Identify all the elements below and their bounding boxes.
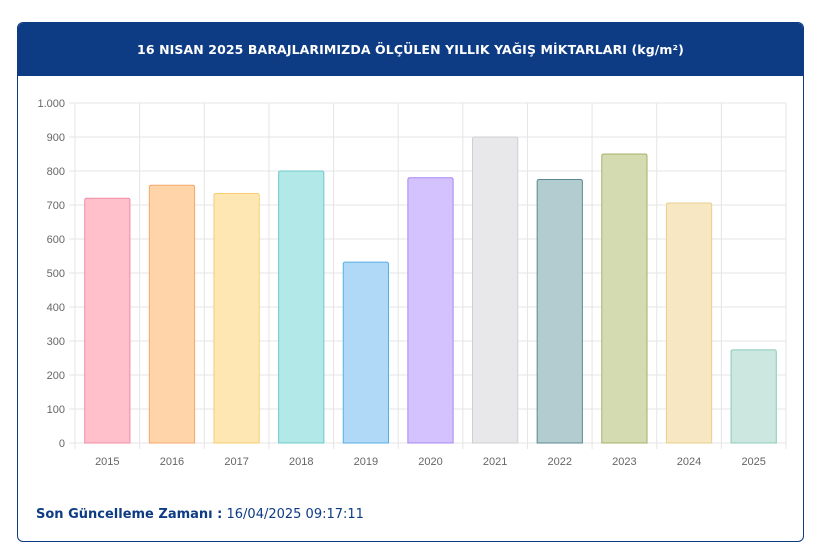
chart-title: 16 NISAN 2025 BARAJLARIMIZDA ÖLÇÜLEN YIL… — [137, 42, 684, 57]
y-tick-label: 200 — [47, 370, 65, 382]
x-tick-label: 2024 — [677, 456, 701, 468]
bar-2021 — [472, 136, 519, 444]
last-update: Son Güncelleme Zamanı : 16/04/2025 09:17… — [36, 507, 364, 522]
chart-card: 16 NISAN 2025 BARAJLARIMIZDA ÖLÇÜLEN YIL… — [17, 22, 804, 542]
y-tick-label: 0 — [59, 438, 65, 450]
bar-2025 — [730, 349, 777, 444]
last-update-label: Son Güncelleme Zamanı : — [36, 507, 223, 522]
x-tick-label: 2020 — [418, 456, 442, 468]
y-tick-label: 900 — [47, 132, 65, 144]
y-tick-label: 300 — [47, 336, 65, 348]
bar-2017 — [213, 192, 260, 444]
bar-2015 — [84, 197, 131, 444]
bar-2020 — [407, 177, 454, 444]
y-tick-label: 700 — [47, 200, 65, 212]
x-tick-label: 2022 — [548, 456, 572, 468]
bar-2016 — [148, 184, 196, 444]
y-tick-label: 1.000 — [37, 98, 65, 110]
x-tick-label: 2023 — [612, 456, 636, 468]
y-tick-label: 400 — [47, 302, 65, 314]
y-tick-label: 600 — [47, 234, 65, 246]
bar-2022 — [536, 179, 583, 444]
bar-chart: 0 100 200 300 400 500 600 700 800 900 1.000 2015 201… — [37, 98, 787, 468]
x-tick-label: 2016 — [160, 456, 184, 468]
x-tick-label: 2021 — [483, 456, 507, 468]
last-update-value: 16/04/2025 09:17:11 — [226, 507, 364, 522]
x-tick-label: 2018 — [289, 456, 313, 468]
x-tick-label: 2017 — [224, 456, 248, 468]
x-tick-label: 2015 — [95, 456, 119, 468]
chart-area: 0 100 200 300 400 500 600 700 800 900 1.000 2015 201… — [18, 76, 803, 496]
bar-2024 — [665, 202, 713, 444]
x-tick-label: 2019 — [354, 456, 378, 468]
y-tick-label: 800 — [47, 166, 65, 178]
bar-2018 — [278, 170, 325, 444]
x-tick-label: 2025 — [741, 456, 765, 468]
y-tick-label: 100 — [47, 404, 65, 416]
chart-title-bar: 16 NISAN 2025 BARAJLARIMIZDA ÖLÇÜLEN YIL… — [18, 23, 803, 76]
y-tick-label: 500 — [47, 268, 65, 280]
bar-2023 — [601, 153, 648, 444]
bar-2019 — [342, 261, 389, 444]
